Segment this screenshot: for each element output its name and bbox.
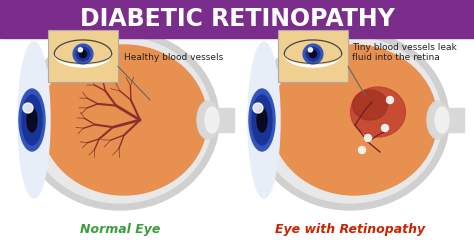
Ellipse shape [258,37,442,203]
Ellipse shape [257,108,267,132]
Ellipse shape [350,87,405,137]
Circle shape [365,134,372,142]
Bar [214,108,234,132]
Text: Tiny blood vessels leak
fluid into the retina: Tiny blood vessels leak fluid into the r… [352,43,457,62]
Ellipse shape [251,30,449,210]
Ellipse shape [435,107,449,133]
Bar [278,30,348,82]
Bar [444,108,464,132]
Ellipse shape [205,107,219,133]
Text: Healthy blood vessels: Healthy blood vessels [124,53,223,62]
Circle shape [306,47,320,61]
Ellipse shape [41,45,207,195]
Circle shape [79,50,87,58]
Ellipse shape [249,89,275,151]
Bar [0,0,474,38]
Ellipse shape [252,95,272,145]
Circle shape [76,47,90,61]
Circle shape [253,103,263,113]
Ellipse shape [21,30,219,210]
Ellipse shape [18,42,50,198]
Text: Normal Eye: Normal Eye [80,223,160,237]
Text: DIABETIC RETINOPATHY: DIABETIC RETINOPATHY [80,7,394,31]
Circle shape [23,103,33,113]
Text: Eye with Retinopathy: Eye with Retinopathy [275,223,425,237]
Ellipse shape [271,45,437,195]
Ellipse shape [27,108,37,132]
Ellipse shape [197,101,219,139]
Circle shape [308,48,312,52]
Ellipse shape [19,89,45,151]
Ellipse shape [427,101,449,139]
Circle shape [382,124,389,131]
Ellipse shape [284,41,342,67]
Circle shape [310,50,317,58]
Circle shape [78,48,82,52]
Ellipse shape [248,42,280,198]
Circle shape [358,147,365,154]
Ellipse shape [22,95,42,145]
Ellipse shape [28,37,212,203]
Bar [48,30,118,82]
Ellipse shape [353,90,388,120]
Ellipse shape [55,41,112,67]
Circle shape [303,44,323,64]
Circle shape [73,44,93,64]
Circle shape [386,96,393,103]
